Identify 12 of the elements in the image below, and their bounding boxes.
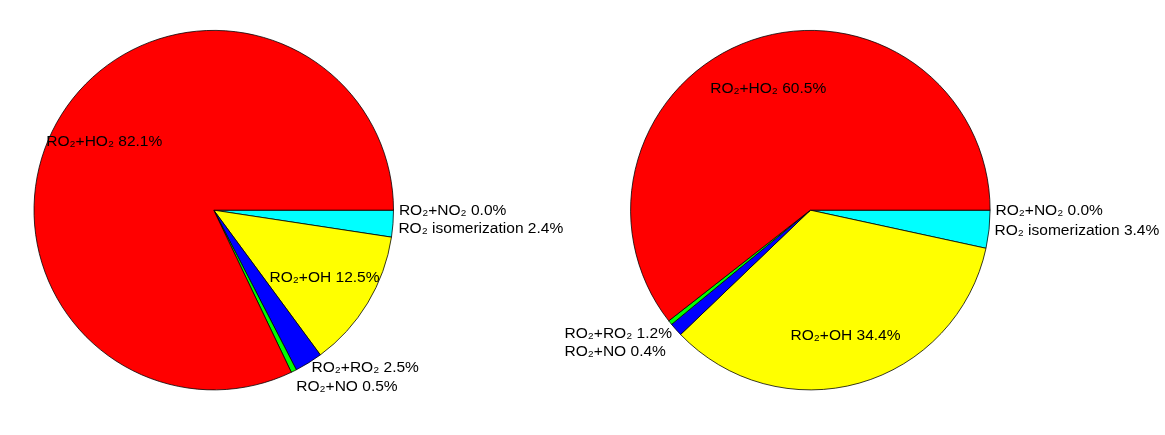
slice-label: RO₂+OH 34.4%: [790, 325, 901, 343]
category-label: RO₂+NO₂ 0.0%: [995, 201, 1103, 218]
category-label: RO₂+NO₂ 0.0%: [398, 201, 507, 218]
slice-label: RO₂ isomerization 2.4%: [398, 219, 564, 237]
slice-label: RO₂+HO₂ 60.5%: [710, 78, 827, 96]
slice-label: RO₂+NO 0.5%: [296, 376, 398, 394]
slice-label: RO₂+HO₂ 82.1%: [46, 132, 163, 149]
slice-label: RO₂+RO₂ 2.5%: [311, 358, 420, 376]
slice-label: RO₂+NO 0.4%: [564, 342, 667, 360]
slice-label: RO₂+RO₂ 1.2%: [564, 323, 673, 341]
slice-label: RO₂+OH 12.5%: [269, 267, 380, 285]
slice-label: RO₂ isomerization 3.4%: [994, 220, 1160, 238]
